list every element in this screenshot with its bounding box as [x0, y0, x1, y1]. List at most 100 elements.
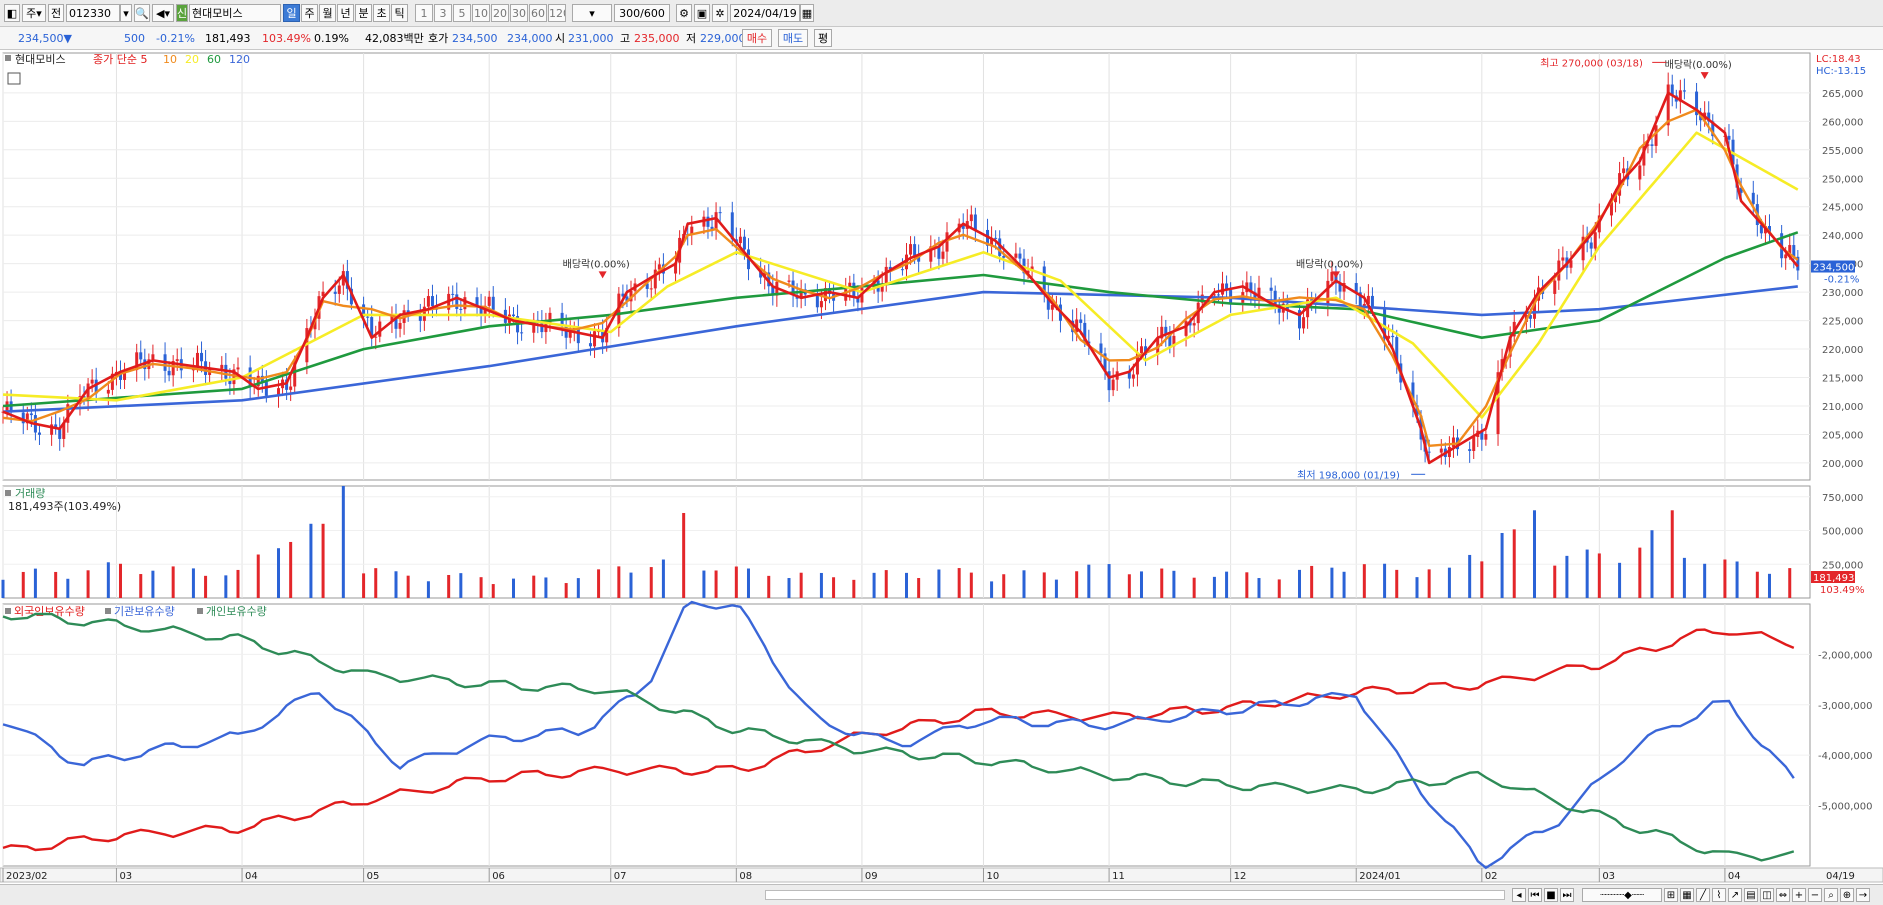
- tab-period-6[interactable]: 틱: [391, 4, 408, 22]
- candle-body: [706, 216, 710, 227]
- candle-body: [200, 352, 204, 362]
- view-icon[interactable]: ◫: [1760, 888, 1774, 902]
- candle-body: [532, 319, 536, 333]
- tab-period-5[interactable]: 초: [373, 4, 390, 22]
- candle-body: [1767, 226, 1771, 234]
- stock-chart[interactable]: 2023/02 03 04 05 06 07 08 09 10 11 12 2024/01 02 03 04…: [0, 50, 1883, 884]
- x-tick-label: 03: [1602, 871, 1615, 882]
- tab-period-2[interactable]: 월: [319, 4, 336, 22]
- candle-body: [625, 296, 629, 302]
- interval-120[interactable]: 120: [548, 4, 566, 22]
- inv-line-institution: [2, 600, 1795, 870]
- count-field[interactable]: 300/600: [614, 4, 670, 22]
- tool-box-icon[interactable]: ▤: [1744, 888, 1758, 902]
- date-field[interactable]: 2024/04/19: [730, 4, 800, 22]
- volume-bar: [1225, 571, 1229, 598]
- candle-body: [1614, 195, 1618, 203]
- tab-period-4[interactable]: 분: [355, 4, 372, 22]
- candle-body: [1642, 145, 1646, 166]
- volume-bar: [1480, 561, 1484, 598]
- arrow-icon[interactable]: →: [1856, 888, 1870, 902]
- candle-body: [815, 294, 819, 308]
- period-select[interactable]: 주▾: [22, 4, 46, 22]
- interval-30[interactable]: 30: [510, 4, 528, 22]
- volume-bar: [236, 569, 240, 598]
- interval-20[interactable]: 20: [491, 4, 509, 22]
- price-tag: 234,500: [1813, 263, 1854, 274]
- candle-body: [1784, 254, 1788, 259]
- candle-body: [1792, 245, 1796, 257]
- volume-bar: [799, 572, 803, 598]
- zoom-out-icon[interactable]: −: [1808, 888, 1822, 902]
- interval-60[interactable]: 60: [529, 4, 547, 22]
- candle-body: [1391, 335, 1395, 338]
- candle-body: [1302, 317, 1306, 329]
- save-icon[interactable]: ▣: [694, 4, 710, 22]
- grid-icon[interactable]: ▦: [1680, 888, 1694, 902]
- volume-bar: [309, 523, 313, 598]
- search-icon[interactable]: 🔍: [134, 4, 150, 22]
- candle-body: [593, 331, 597, 347]
- volume-bar: [1342, 571, 1346, 598]
- candle-body: [1083, 322, 1087, 342]
- candle-body: [459, 308, 463, 310]
- candle-body: [37, 432, 41, 435]
- open-label: 시: [555, 32, 566, 45]
- sell-button[interactable]: 매도: [778, 29, 808, 47]
- volume-bar: [787, 578, 791, 598]
- trend-icon[interactable]: ↗: [1728, 888, 1742, 902]
- first-icon[interactable]: ⏮: [1528, 888, 1542, 902]
- scroll-left-icon[interactable]: ◂: [1512, 888, 1526, 902]
- volume-bar: [1682, 557, 1686, 598]
- vol-tag-value: 181,493: [1813, 573, 1854, 584]
- y-tick-label: 210,000: [1822, 402, 1863, 413]
- candle-body: [418, 315, 422, 321]
- volume-bar: [1087, 564, 1091, 598]
- candle-body: [564, 326, 568, 338]
- crosshair-icon[interactable]: ⊞: [1664, 888, 1678, 902]
- chart-scrollbar[interactable]: [765, 890, 1505, 900]
- high-price: 235,000: [634, 32, 680, 45]
- zoom-in-icon[interactable]: +: [1792, 888, 1806, 902]
- interval-3[interactable]: 3: [434, 4, 452, 22]
- y-tick-label: 265,000: [1822, 89, 1863, 100]
- interval-10[interactable]: 10: [472, 4, 490, 22]
- zoom-slider[interactable]: ┈┈┈┈◆┈┈: [1582, 888, 1662, 902]
- candle-body: [787, 280, 791, 282]
- candle-body: [378, 321, 382, 337]
- tab-period-0[interactable]: 일: [283, 4, 300, 22]
- pattern-icon[interactable]: ⌇: [1712, 888, 1726, 902]
- back-icon[interactable]: ◀▾: [152, 4, 174, 22]
- inv-line-foreign: [2, 628, 1795, 852]
- tool-icon[interactable]: ⚙: [676, 4, 692, 22]
- y-tick-label: 245,000: [1822, 203, 1863, 214]
- code-dropdown-icon[interactable]: ▾: [120, 4, 132, 22]
- tab-period-3[interactable]: 년: [337, 4, 354, 22]
- settings-icon[interactable]: ✲: [712, 4, 728, 22]
- buy-button[interactable]: 매수: [742, 29, 772, 47]
- last-icon[interactable]: ⏭: [1560, 888, 1574, 902]
- candle-body: [1472, 436, 1476, 451]
- interval-5[interactable]: 5: [453, 4, 471, 22]
- magnify-icon[interactable]: ⌕: [1824, 888, 1838, 902]
- x-last-label: 04/19: [1826, 871, 1855, 882]
- candle-body: [1168, 334, 1172, 347]
- expand-icon[interactable]: ⇔: [1776, 888, 1790, 902]
- draw-line-icon[interactable]: ╱: [1696, 888, 1710, 902]
- zoom-plus-icon[interactable]: ⊕: [1840, 888, 1854, 902]
- tab-period-1[interactable]: 주: [301, 4, 318, 22]
- eval-button[interactable]: 평: [814, 29, 832, 47]
- window-menu-icon[interactable]: ◧: [4, 4, 20, 22]
- price-change: 500: [124, 32, 145, 45]
- calendar-icon[interactable]: ▦: [800, 4, 814, 22]
- inv-y-label: -4,000,000: [1818, 751, 1873, 762]
- legend-marker: [5, 55, 11, 61]
- search-prefix[interactable]: 전: [48, 4, 64, 22]
- interval-dropdown[interactable]: ▾: [572, 4, 612, 22]
- candle-body: [228, 378, 232, 385]
- volume-bar: [139, 574, 143, 598]
- interval-1[interactable]: 1: [415, 4, 433, 22]
- volume-bar: [191, 568, 195, 598]
- stock-code-input[interactable]: 012330: [66, 4, 120, 22]
- stop-icon[interactable]: ■: [1544, 888, 1558, 902]
